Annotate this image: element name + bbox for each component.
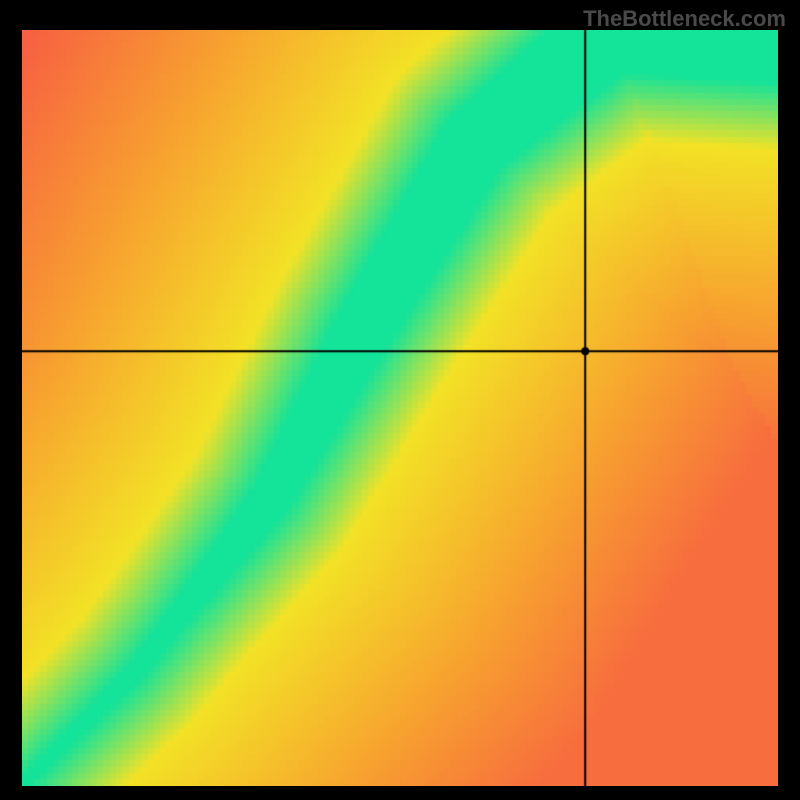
bottleneck-heatmap <box>22 30 778 786</box>
chart-container: TheBottleneck.com <box>0 0 800 800</box>
watermark-text: TheBottleneck.com <box>583 6 786 32</box>
